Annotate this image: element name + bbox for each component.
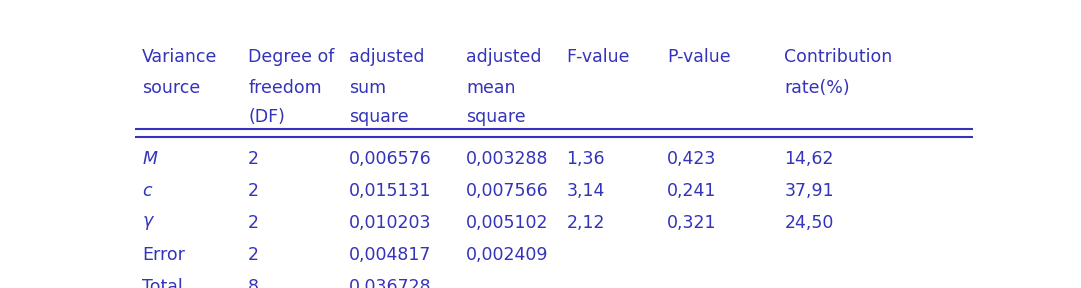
Text: 0,036728: 0,036728 xyxy=(349,278,431,288)
Text: 2: 2 xyxy=(249,214,259,232)
Text: 0,007566: 0,007566 xyxy=(466,182,549,200)
Text: 0,006576: 0,006576 xyxy=(349,150,431,168)
Text: 3,14: 3,14 xyxy=(566,182,605,200)
Text: square: square xyxy=(349,108,409,126)
Text: 0,002409: 0,002409 xyxy=(466,246,548,264)
Text: $\gamma$: $\gamma$ xyxy=(142,214,155,232)
Text: 1,36: 1,36 xyxy=(566,150,605,168)
Text: 0,423: 0,423 xyxy=(667,150,717,168)
Text: 0,015131: 0,015131 xyxy=(349,182,431,200)
Text: 37,91: 37,91 xyxy=(785,182,835,200)
Text: 14,62: 14,62 xyxy=(785,150,833,168)
Text: 0,005102: 0,005102 xyxy=(466,214,548,232)
Text: $M$: $M$ xyxy=(142,150,158,168)
Text: square: square xyxy=(466,108,525,126)
Text: $c$: $c$ xyxy=(142,182,154,200)
Text: source: source xyxy=(142,79,200,97)
Text: Variance: Variance xyxy=(142,48,217,66)
Text: 2: 2 xyxy=(249,246,259,264)
Text: 0,010203: 0,010203 xyxy=(349,214,431,232)
Text: F-value: F-value xyxy=(566,48,630,66)
Text: 2,12: 2,12 xyxy=(566,214,605,232)
Text: Contribution: Contribution xyxy=(785,48,893,66)
Text: adjusted: adjusted xyxy=(349,48,424,66)
Text: 0,241: 0,241 xyxy=(667,182,717,200)
Text: P-value: P-value xyxy=(667,48,731,66)
Text: 0,004817: 0,004817 xyxy=(349,246,431,264)
Text: sum: sum xyxy=(349,79,386,97)
Text: 24,50: 24,50 xyxy=(785,214,833,232)
Text: 0,003288: 0,003288 xyxy=(466,150,548,168)
Text: freedom: freedom xyxy=(249,79,322,97)
Text: adjusted: adjusted xyxy=(466,48,542,66)
Text: 2: 2 xyxy=(249,182,259,200)
Text: (DF): (DF) xyxy=(249,108,285,126)
Text: 0,321: 0,321 xyxy=(667,214,717,232)
Text: Error: Error xyxy=(142,246,185,264)
Text: mean: mean xyxy=(466,79,516,97)
Text: 2: 2 xyxy=(249,150,259,168)
Text: 8: 8 xyxy=(249,278,259,288)
Text: Total: Total xyxy=(142,278,183,288)
Text: Degree of: Degree of xyxy=(249,48,335,66)
Text: rate(%): rate(%) xyxy=(785,79,850,97)
